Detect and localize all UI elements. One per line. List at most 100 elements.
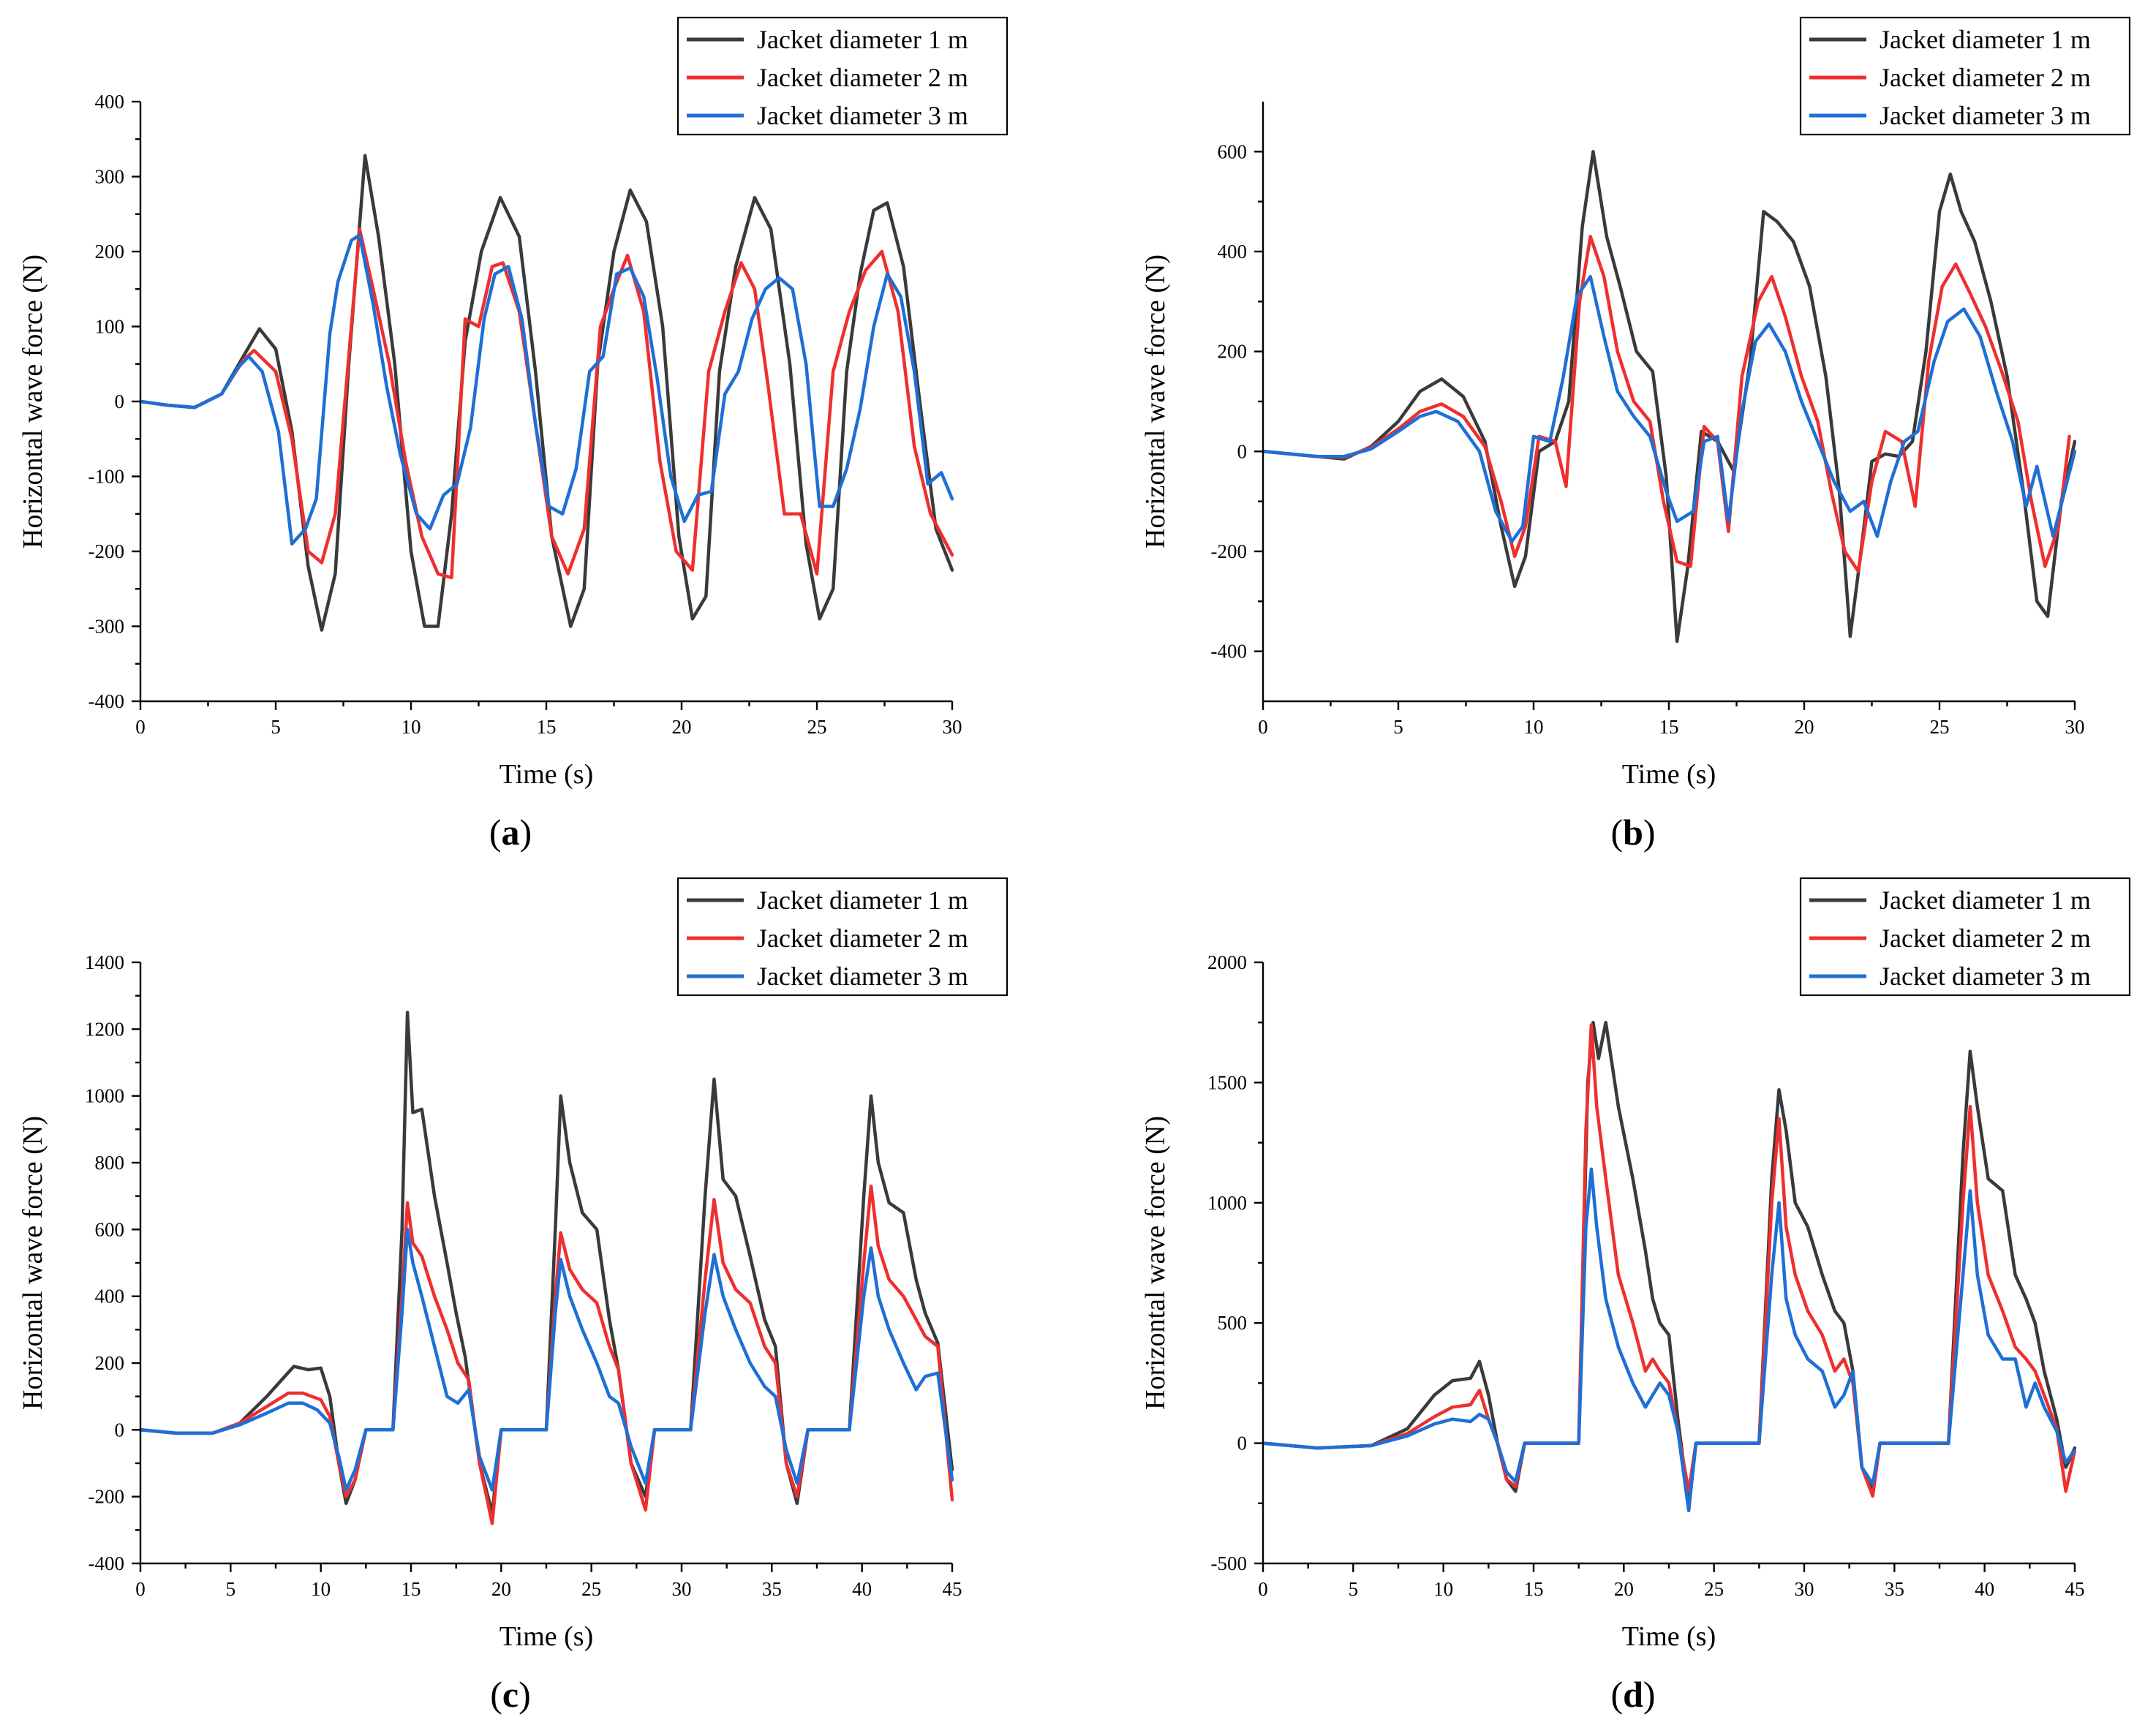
x-tick-label: 20 [1795, 716, 1814, 738]
legend-label-3: Jacket diameter 3 m [1880, 101, 2091, 130]
panel-label: (d) [1610, 1674, 1655, 1715]
x-axis-title: Time (s) [500, 1621, 593, 1652]
y-tick-label: -400 [88, 1552, 125, 1574]
y-tick-label: 0 [115, 1419, 125, 1441]
y-tick-label: -500 [1211, 1552, 1248, 1574]
series-line-1 [140, 154, 954, 632]
y-tick-label: 1000 [85, 1085, 124, 1107]
legend-label-2: Jacket diameter 2 m [1880, 63, 2091, 92]
y-tick-label: 500 [1218, 1312, 1248, 1334]
panel-label-letter: d [1623, 1674, 1643, 1715]
x-tick-label: 40 [852, 1578, 872, 1600]
legend-label-1: Jacket diameter 1 m [757, 886, 968, 915]
x-tick-label: 15 [537, 716, 557, 738]
y-tick-label: -300 [88, 616, 125, 638]
y-tick-label: 600 [95, 1218, 125, 1240]
y-tick-label: 0 [1237, 440, 1248, 462]
series-line-1 [140, 1011, 954, 1515]
y-tick-label: -200 [1211, 540, 1248, 562]
series-line-3 [1263, 274, 2076, 543]
legend-label-1: Jacket diameter 1 m [1880, 886, 2091, 915]
panel-label: (b) [1610, 812, 1655, 853]
y-tick-label: -400 [88, 690, 125, 712]
series-group [1263, 150, 2076, 644]
series-line-1 [1263, 150, 2076, 644]
legend-label-1: Jacket diameter 1 m [1880, 25, 2091, 54]
chart-panel-d: 0 5 10 15 20 25 30 35 40 45 -500 0 500 1000 1500 2000 Ti… [1140, 877, 2131, 1715]
y-tick-label: 400 [95, 91, 125, 113]
y-tick-label: -200 [88, 1486, 125, 1508]
panel-label: (a) [489, 812, 532, 853]
chart-panel-c: 0 5 10 15 20 25 30 35 40 45 -400 -200 0 200 400 600 800 1… [18, 877, 1009, 1715]
x-tick-label: 0 [135, 1578, 146, 1600]
y-tick-label: 200 [95, 1352, 125, 1374]
panel-label-close: ) [1643, 812, 1656, 853]
x-axis-title: Time (s) [500, 759, 593, 790]
panel-label-open: ( [490, 1674, 502, 1715]
legend-label-1: Jacket diameter 1 m [757, 25, 968, 54]
x-tick-label: 20 [1614, 1578, 1634, 1600]
legend-label-2: Jacket diameter 2 m [757, 63, 968, 92]
x-tick-label: 45 [943, 1578, 962, 1600]
y-tick-label: -400 [1211, 641, 1248, 663]
chart-panel-a: 0 5 10 15 20 25 30 -400 -300 -200 -100 0 100 200 300 40… [18, 16, 1009, 853]
series-line-1 [1263, 1020, 2076, 1506]
y-axis-title: Horizontal wave force (N) [18, 254, 48, 548]
x-tick-label: 20 [491, 1578, 511, 1600]
y-tick-label: 2000 [1207, 951, 1247, 973]
series-line-3 [140, 233, 954, 546]
x-tick-label: 15 [1659, 716, 1679, 738]
y-tick-label: 0 [1237, 1433, 1248, 1454]
y-axis-title: Horizontal wave force (N) [1140, 254, 1171, 548]
x-tick-label: 10 [402, 716, 421, 738]
x-tick-label: 35 [762, 1578, 782, 1600]
x-tick-label: 30 [1795, 1578, 1814, 1600]
x-tick-label: 10 [1524, 716, 1544, 738]
legend-label-3: Jacket diameter 3 m [757, 101, 968, 130]
x-tick-label: 35 [1885, 1578, 1904, 1600]
x-tick-label: 25 [807, 716, 827, 738]
panel-label-open: ( [1610, 1674, 1623, 1715]
legend-label-3: Jacket diameter 3 m [1880, 962, 2091, 991]
panel-label-open: ( [1610, 812, 1623, 853]
panel-label-close: ) [1643, 1674, 1656, 1715]
panel-label-open: ( [489, 812, 502, 853]
y-tick-label: 100 [95, 316, 125, 338]
x-tick-label: 25 [1704, 1578, 1724, 1600]
x-tick-label: 40 [1975, 1578, 1994, 1600]
x-tick-label: 10 [311, 1578, 331, 1600]
y-tick-label: 1500 [1207, 1071, 1247, 1093]
y-tick-label: 800 [95, 1152, 125, 1174]
x-tick-label: 10 [1433, 1578, 1453, 1600]
y-tick-label: 200 [95, 241, 125, 263]
y-tick-label: -200 [88, 540, 125, 562]
panel-label-close: ) [520, 812, 532, 853]
x-tick-label: 15 [1524, 1578, 1544, 1600]
y-axis-title: Horizontal wave force (N) [18, 1116, 48, 1410]
legend-label-2: Jacket diameter 2 m [1880, 924, 2091, 953]
x-tick-label: 30 [672, 1578, 692, 1600]
y-tick-label: -100 [88, 466, 125, 488]
x-tick-label: 25 [581, 1578, 601, 1600]
y-tick-label: 1200 [85, 1018, 124, 1040]
x-tick-label: 0 [135, 716, 146, 738]
series-line-3 [140, 1228, 954, 1492]
x-axis-title: Time (s) [1622, 1621, 1716, 1652]
panel-label-close: ) [519, 1674, 531, 1715]
chart-panel-b: 0 5 10 15 20 25 30 -400 -200 0 200 400 600 Time (s) Ho… [1140, 16, 2131, 853]
y-tick-label: 1000 [1207, 1192, 1247, 1214]
y-tick-label: 400 [1218, 241, 1248, 263]
panel-label: (c) [490, 1674, 531, 1715]
y-tick-label: 0 [115, 390, 125, 412]
x-tick-label: 0 [1258, 1578, 1268, 1600]
y-tick-label: 300 [95, 166, 125, 188]
y-tick-label: 1400 [85, 951, 124, 973]
series-line-2 [140, 1184, 954, 1525]
x-tick-label: 5 [226, 1578, 236, 1600]
y-tick-label: 600 [1218, 140, 1248, 162]
y-tick-label: 200 [1218, 341, 1248, 363]
series-line-2 [1263, 235, 2071, 573]
x-axis-title: Time (s) [1622, 759, 1716, 790]
series-group [1263, 1020, 2076, 1512]
